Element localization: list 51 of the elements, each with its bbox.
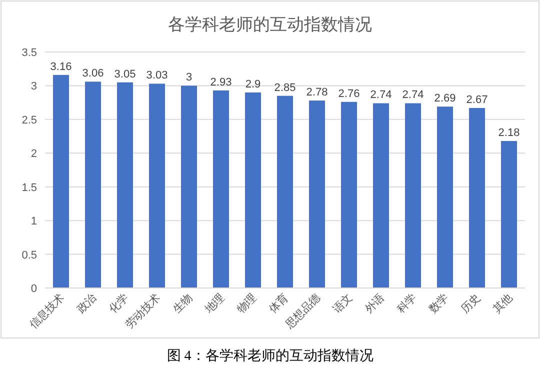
y-tick-label: 2.5: [22, 114, 37, 126]
x-tick-label: 科学: [395, 292, 420, 316]
bar: [501, 141, 517, 288]
data-label: 2.85: [274, 82, 296, 94]
data-label: 2.74: [402, 89, 424, 102]
x-tick-label: 数学: [427, 292, 452, 316]
data-label: 2.74: [370, 89, 392, 102]
x-tick-label: 其他: [490, 290, 516, 316]
bar: [373, 103, 389, 288]
data-label: 3.16: [50, 60, 72, 73]
data-label: 3: [186, 72, 192, 84]
bar: [213, 90, 229, 288]
data-label: 2.78: [306, 86, 328, 99]
x-tick-label: 历史: [458, 290, 484, 316]
bar: [53, 74, 69, 288]
x-tick-label: 外语: [363, 292, 388, 316]
caption: 图 4：各学科老师的互动指数情况: [166, 348, 374, 364]
data-label: 3.03: [146, 70, 168, 82]
y-tick-label: 1: [30, 216, 37, 228]
data-label: 2.9: [245, 78, 261, 90]
bar: [341, 102, 357, 288]
y-tick-label: 2: [30, 148, 37, 160]
y-tick-label: 0.5: [22, 249, 37, 262]
x-tick-label: 语文: [330, 290, 356, 316]
data-label: 2.18: [498, 127, 520, 140]
data-label: 2.93: [210, 76, 232, 88]
data-label: 3.06: [82, 68, 104, 80]
bar: [149, 84, 165, 288]
y-tick-label: 1.5: [22, 182, 37, 194]
x-tick-label: 化学: [107, 292, 132, 316]
bar: [85, 82, 101, 288]
bar: [245, 92, 261, 288]
y-tick-label: 3.5: [22, 47, 37, 59]
x-tick-label: 政治: [75, 292, 100, 316]
x-tick-label: 生物: [170, 290, 196, 316]
bar: [117, 82, 133, 288]
x-tick-label: 地理: [202, 290, 228, 316]
bar: [437, 106, 453, 288]
data-label: 3.05: [114, 68, 136, 80]
x-tick-label: 物理: [235, 292, 260, 316]
data-label: 2.67: [466, 94, 488, 106]
bar: [469, 108, 485, 288]
bar: [405, 103, 421, 288]
x-tick-label: 体育: [266, 290, 292, 316]
y-tick-label: 3: [30, 80, 37, 93]
chart-title: 各学科老师的互动指数情况: [168, 15, 372, 34]
bar: [309, 100, 325, 288]
data-label: 2.76: [338, 88, 360, 100]
data-label: 2.69: [434, 92, 456, 105]
bar: [181, 86, 197, 288]
bar: [277, 96, 293, 288]
